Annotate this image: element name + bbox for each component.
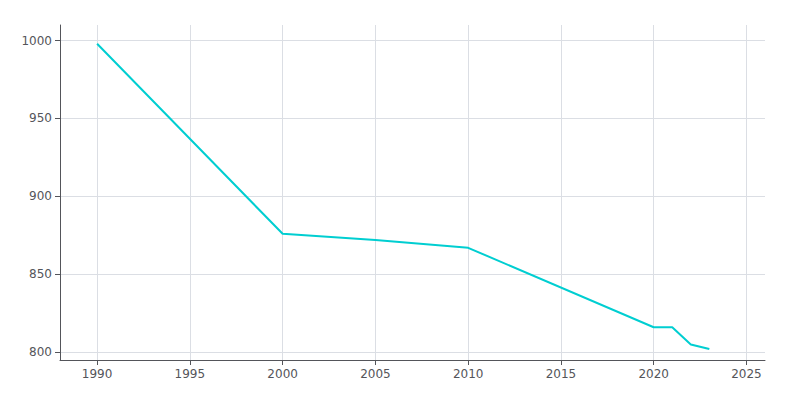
svg-text:1990: 1990 [82,367,113,381]
svg-text:1995: 1995 [175,367,206,381]
svg-text:2025: 2025 [731,367,762,381]
svg-text:950: 950 [29,111,52,125]
svg-text:2000: 2000 [267,367,298,381]
svg-text:850: 850 [29,267,52,281]
svg-text:900: 900 [29,189,52,203]
svg-text:2005: 2005 [360,367,391,381]
svg-text:2020: 2020 [638,367,669,381]
svg-text:1000: 1000 [21,34,52,48]
svg-text:2010: 2010 [453,367,484,381]
svg-text:2015: 2015 [546,367,577,381]
svg-text:800: 800 [29,345,52,359]
